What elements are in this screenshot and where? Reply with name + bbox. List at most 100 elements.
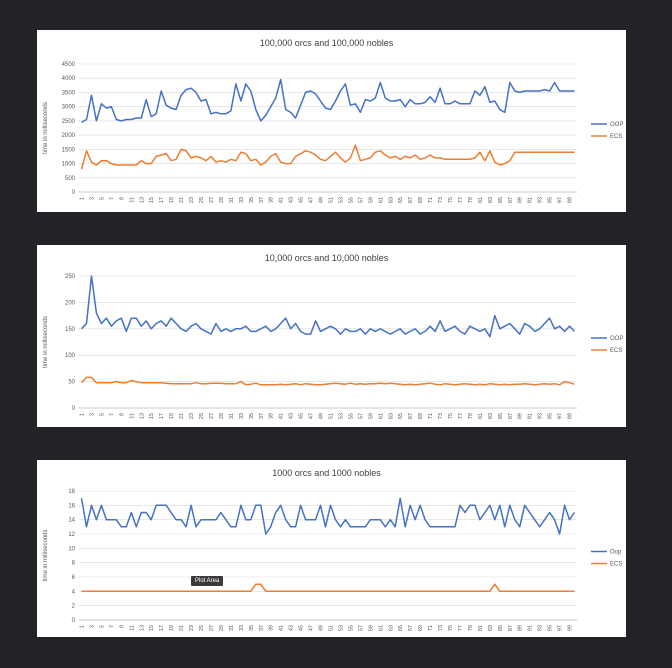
- x-tick-label: 89: [518, 413, 524, 419]
- x-tick-label: 53: [338, 413, 344, 419]
- y-tick-label: 3000: [62, 105, 76, 111]
- x-tick-label: 33: [239, 625, 245, 631]
- x-tick-label: 55: [348, 625, 354, 631]
- x-tick-label: 43: [289, 197, 295, 203]
- x-tick-label: 79: [468, 197, 474, 203]
- x-tick-label: 51: [328, 413, 334, 419]
- y-tick-label: 4000: [62, 76, 76, 82]
- series-line-oop: [80, 275, 576, 338]
- x-tick-label: 49: [319, 625, 325, 631]
- x-tick-label: 31: [229, 413, 235, 419]
- x-tick-label: 85: [498, 413, 504, 419]
- x-tick-label: 23: [189, 197, 195, 203]
- x-tick-label: 47: [309, 413, 315, 419]
- plot-area-tooltip: Plot Area: [191, 576, 224, 586]
- x-tick-label: 67: [408, 197, 414, 203]
- y-tick-label: 0: [72, 618, 76, 624]
- x-tick-label: 65: [398, 413, 404, 419]
- x-tick-label: 53: [338, 197, 344, 203]
- x-tick-label: 31: [229, 197, 235, 203]
- y-tick-label: 150: [65, 327, 76, 333]
- x-tick-label: 49: [319, 413, 325, 419]
- x-tick-label: 93: [538, 413, 544, 419]
- x-tick-label: 53: [338, 625, 344, 631]
- chart-title: 1000 orcs and 1000 nobles: [272, 468, 381, 478]
- chart-panel-3: 1000 orcs and 1000 nobles time in millise…: [37, 460, 626, 637]
- x-tick-label: 51: [328, 625, 334, 631]
- x-tick-label: 71: [428, 197, 434, 203]
- x-tick-label: 77: [458, 413, 464, 419]
- x-tick-label: 27: [209, 625, 215, 631]
- x-tick-label: 59: [368, 625, 374, 631]
- x-tick-label: 63: [388, 413, 394, 419]
- chart-svg: 10,000 orcs and 10,000 nobles time in mil…: [43, 253, 623, 419]
- x-tick-label: 23: [189, 413, 195, 419]
- y-tick-label: 3500: [62, 90, 76, 96]
- x-tick-label: 13: [139, 625, 145, 631]
- x-tick-label: 57: [358, 197, 364, 203]
- y-tick-label: 10: [68, 546, 75, 552]
- y-tick-label: 14: [68, 518, 75, 524]
- x-tick-label: 59: [368, 197, 374, 203]
- x-tick-label: 43: [289, 413, 295, 419]
- x-tick-label: 41: [279, 413, 285, 419]
- y-axis-label: time in milliseconds: [43, 529, 49, 581]
- x-tick-label: 25: [199, 197, 205, 203]
- x-tick-label: 5: [99, 625, 105, 628]
- x-tick-label: 71: [428, 413, 434, 419]
- x-tick-label: 63: [388, 625, 394, 631]
- x-tick-label: 37: [259, 625, 265, 631]
- x-tick-label: 5: [99, 197, 105, 200]
- x-tick-label: 49: [319, 197, 325, 203]
- x-tick-label: 1: [79, 197, 85, 200]
- x-tick-label: 91: [528, 197, 534, 203]
- x-tick-label: 79: [468, 413, 474, 419]
- y-tick-label: 250: [65, 274, 76, 280]
- y-axis-label: time in milliseconds: [43, 316, 49, 368]
- x-tick-label: 27: [209, 197, 215, 203]
- x-tick-label: 89: [518, 197, 524, 203]
- x-tick-label: 91: [528, 413, 534, 419]
- y-tick-label: 18: [68, 489, 75, 495]
- x-tick-label: 87: [508, 413, 514, 419]
- x-tick-label: 35: [249, 625, 255, 631]
- x-tick-label: 59: [368, 413, 374, 419]
- x-tick-label: 89: [518, 625, 524, 631]
- x-tick-label: 61: [378, 413, 384, 419]
- x-tick-label: 99: [568, 625, 574, 631]
- x-tick-label: 65: [398, 625, 404, 631]
- x-tick-label: 95: [548, 625, 554, 631]
- y-tick-label: 4500: [62, 62, 76, 68]
- x-tick-label: 81: [478, 197, 484, 203]
- x-tick-label: 15: [149, 413, 155, 419]
- x-tick-label: 35: [249, 197, 255, 203]
- x-tick-label: 73: [438, 413, 444, 419]
- x-tick-label: 71: [428, 625, 434, 631]
- y-tick-label: 12: [68, 532, 75, 538]
- y-tick-label: 100: [65, 353, 76, 359]
- x-tick-label: 45: [299, 625, 305, 631]
- x-tick-label: 69: [418, 197, 424, 203]
- x-tick-label: 21: [179, 625, 185, 631]
- x-tick-label: 13: [139, 413, 145, 419]
- series-line-oop: [81, 78, 575, 123]
- x-tick-label: 55: [348, 197, 354, 203]
- y-tick-label: 200: [65, 300, 76, 306]
- x-tick-label: 51: [328, 197, 334, 203]
- x-tick-label: 77: [458, 625, 464, 631]
- x-tick-label: 19: [169, 413, 175, 419]
- chart-title: 10,000 orcs and 10,000 nobles: [265, 253, 389, 263]
- series-line-ecs: [80, 376, 575, 386]
- x-tick-label: 81: [478, 413, 484, 419]
- y-axis-label: time in milliseconds: [43, 102, 49, 154]
- x-tick-label: 39: [269, 625, 275, 631]
- x-tick-label: 61: [378, 197, 384, 203]
- chart-title: 100,000 orcs and 100,000 nobles: [260, 38, 394, 48]
- x-tick-label: 41: [279, 625, 285, 631]
- x-tick-label: 55: [348, 413, 354, 419]
- x-tick-label: 83: [488, 625, 494, 631]
- x-tick-label: 97: [558, 413, 564, 419]
- x-tick-label: 45: [299, 413, 305, 419]
- x-tick-label: 73: [438, 197, 444, 203]
- y-tick-label: 6: [72, 575, 76, 581]
